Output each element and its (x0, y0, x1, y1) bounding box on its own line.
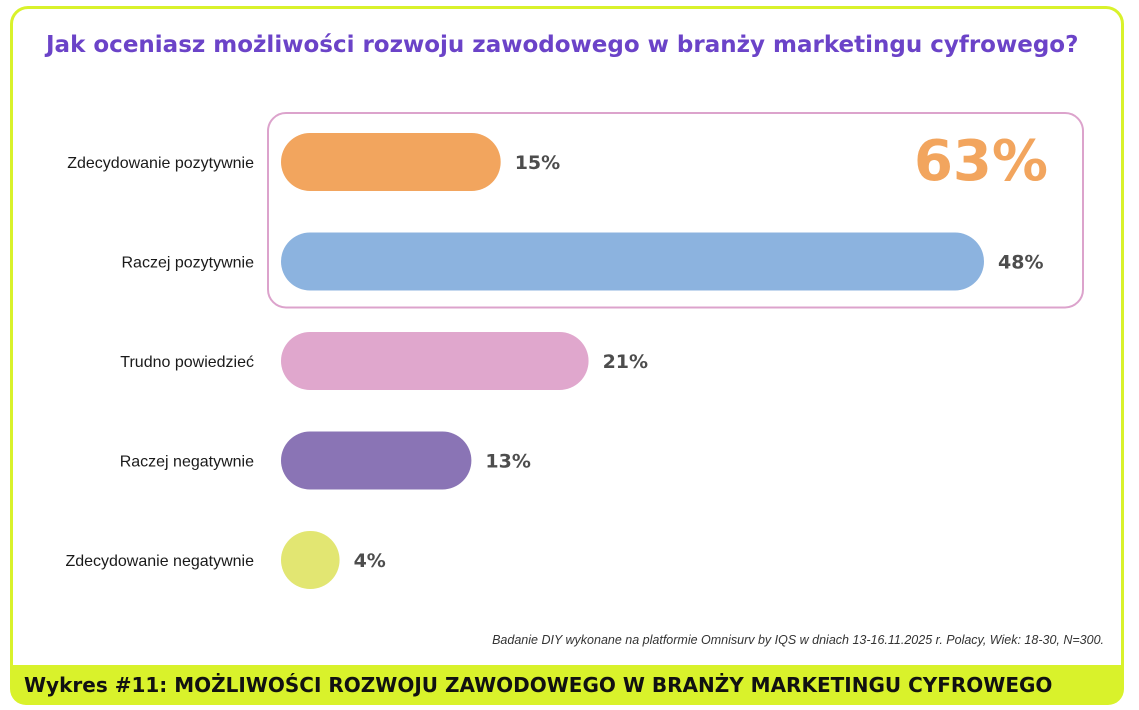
chart-title: Jak oceniasz możliwości rozwoju zawodowe… (46, 32, 1079, 58)
source-note: Badanie DIY wykonane na platformie Omnis… (492, 633, 1104, 647)
category-label: Zdecydowanie negatywnie (65, 553, 254, 570)
category-label: Raczej pozytywnie (122, 255, 255, 272)
footer-title: Wykres #11: MOŻLIWOŚCI ROZWOJU ZAWODOWEG… (24, 673, 1053, 697)
bar (281, 431, 472, 490)
highlight-total-label: 63% (914, 129, 1048, 194)
category-label: Raczej negatywnie (120, 454, 254, 471)
bar (281, 531, 340, 589)
highlight-box (267, 112, 1084, 309)
value-label: 21% (603, 351, 648, 373)
category-label: Zdecydowanie pozytywnie (67, 155, 254, 172)
value-label: 4% (354, 550, 386, 572)
value-label: 48% (998, 252, 1043, 274)
category-label: Trudno powiedzieć (120, 354, 254, 371)
value-label: 13% (485, 451, 530, 473)
value-label: 15% (515, 152, 560, 174)
footer-banner: Wykres #11: MOŻLIWOŚCI ROZWOJU ZAWODOWEG… (10, 665, 1124, 705)
bar (281, 232, 984, 291)
bar (281, 133, 501, 191)
bar (281, 332, 589, 390)
